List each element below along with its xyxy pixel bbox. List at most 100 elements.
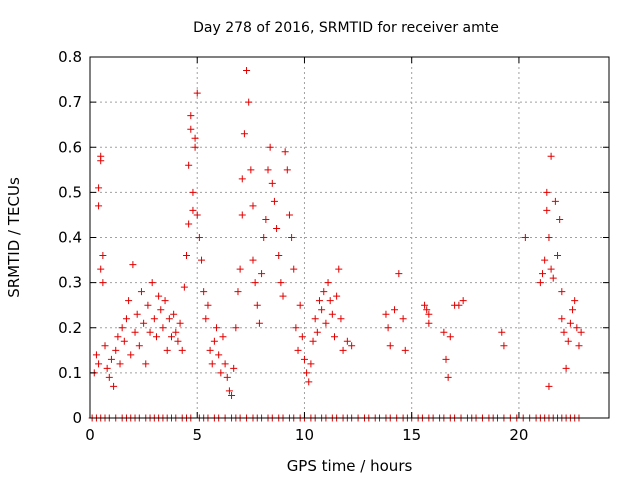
data-point [103,364,111,372]
data-point [455,301,463,309]
x-tick-label: 5 [192,426,202,444]
data-point [543,206,551,214]
data-point [178,346,186,354]
y-tick-label: 0 [72,409,82,427]
data-point [258,270,266,278]
data-point [498,328,506,336]
data-point [195,234,203,241]
data-point [401,346,409,354]
data-point [95,184,103,192]
data-point [159,324,167,332]
data-point [148,279,156,287]
data-point [217,369,225,377]
y-tick-label: 0.2 [58,319,82,337]
data-point [112,346,120,354]
data-point [277,279,285,287]
data-point [221,360,229,368]
data-point [423,306,431,314]
data-point [285,211,293,219]
data-point [236,265,244,273]
data-point [122,315,130,323]
data-point [425,319,433,327]
data-point [543,188,551,196]
data-point [330,333,338,341]
data-point [193,89,201,97]
y-tick-label: 0.6 [58,138,82,156]
data-point [187,112,195,120]
data-point [560,328,568,336]
data-point [270,197,278,205]
data-point [193,211,201,219]
data-point [133,310,141,318]
data-point [213,324,221,332]
data-point [541,256,549,264]
data-point [225,387,233,395]
data-point [208,360,216,368]
data-point [292,324,300,332]
data-point [206,346,214,354]
data-point [571,297,579,305]
data-point [577,328,585,336]
data-point [99,279,107,287]
data-point [442,355,450,363]
data-point [152,333,160,341]
data-point [170,310,178,318]
data-point [348,342,356,350]
data-point [384,324,392,332]
data-point [539,270,547,278]
data-point [564,337,572,345]
data-point [187,125,195,133]
data-point [337,315,345,323]
data-point [247,166,255,174]
data-point [562,364,570,372]
data-point [500,342,508,350]
data-point [575,342,583,350]
data-point [296,301,304,309]
y-tick-label: 0.4 [58,229,82,247]
x-tick-label: 0 [85,426,95,444]
grid [90,57,609,418]
data-point [189,206,197,214]
data-point [333,292,341,300]
data-point [382,310,390,318]
data-point [142,360,150,368]
data-point [243,67,251,75]
x-tick-label: 15 [402,426,421,444]
data-point [99,252,107,260]
x-tick-label: 10 [295,426,314,444]
data-point [303,369,311,377]
data-point [204,301,212,309]
data-point [262,215,270,223]
data-point [157,306,165,314]
data-point [425,310,433,318]
data-point [547,265,555,273]
data-point [95,202,103,210]
data-point [155,292,163,300]
data-point [125,297,133,305]
data-point [545,234,553,241]
data-point [266,143,274,151]
data-point [311,315,319,323]
data-point [245,98,253,106]
data-point [322,319,330,327]
data-point [92,351,100,359]
data-point [228,391,236,399]
data-point [144,301,152,309]
x-tick-label: 20 [509,426,528,444]
data-point [275,252,283,260]
chart-title: Day 278 of 2016, SRMTID for receiver amt… [193,20,499,36]
data-point [215,351,223,359]
data-point [238,211,246,219]
data-point [300,355,308,363]
data-point [167,333,175,341]
data-point [315,297,323,305]
data-point [118,324,126,332]
data-point [255,319,263,327]
data-point [566,319,574,327]
data-point [395,270,403,278]
data-point [210,337,218,345]
data-point [309,337,317,345]
data-point [264,166,272,174]
y-axis-title: SRMTID / TECUs [5,177,23,298]
